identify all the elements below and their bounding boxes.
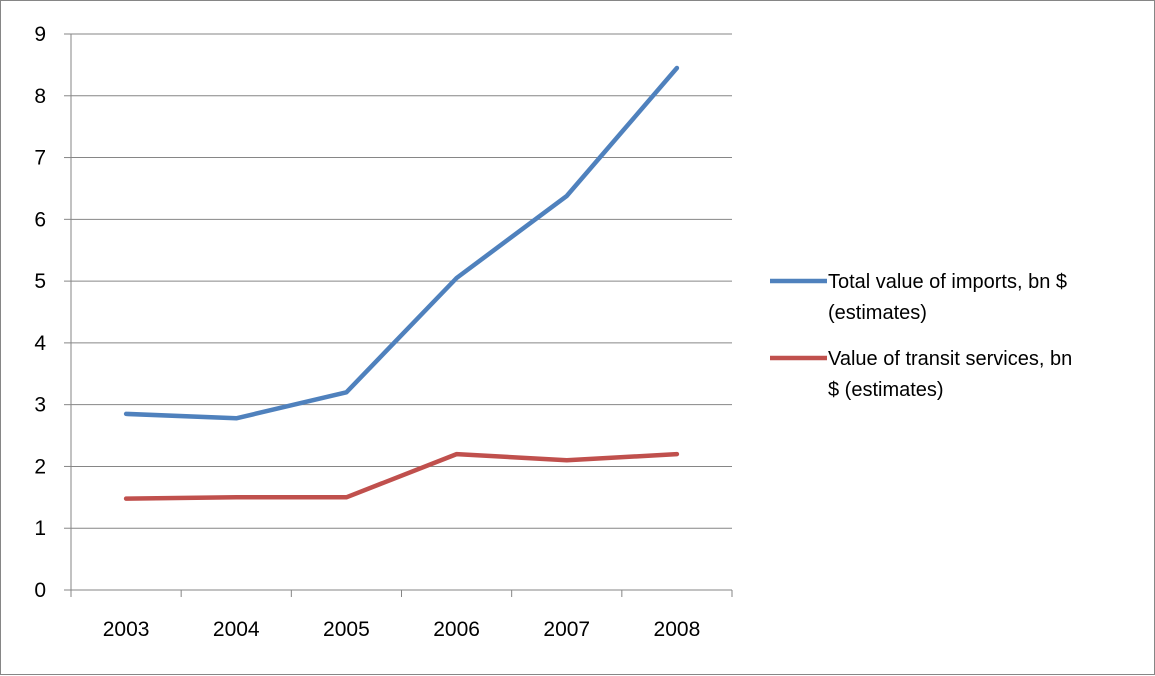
x-axis-tick-labels: 2003 2004 2005 2006 2007 2008 [103,618,701,641]
legend-label-1: (estimates) [828,302,927,324]
x-tick-label-2004: 2004 [213,618,260,641]
series-line-2 [123,451,680,501]
legend-label-2: Value of transit services, bn [828,348,1072,370]
axes [64,33,733,597]
gridlines [71,33,732,529]
y-axis-tick-labels: 0 1 2 3 4 5 6 7 8 9 [34,23,46,602]
legend: Total value of imports, bn $ (estimates) V… [770,271,1072,401]
x-tick-label-2005: 2005 [323,618,370,641]
y-tick-label: 3 [34,394,46,417]
x-tick-label-2003: 2003 [103,618,150,641]
x-tick-label-2008: 2008 [654,618,701,641]
x-tick-label-2006: 2006 [433,618,480,641]
y-tick-label: 7 [34,147,46,170]
x-tick-label-2007: 2007 [543,618,590,641]
legend-label-1: Total value of imports, bn $ [828,271,1067,293]
y-tick-label: 4 [34,332,46,355]
y-tick-label: 0 [34,579,46,602]
y-tick-label: 9 [34,23,46,46]
y-tick-label: 2 [34,455,46,478]
y-tick-label: 1 [34,517,46,540]
y-tick-label: 8 [34,85,46,108]
series-lines [123,65,680,501]
y-tick-label: 5 [34,270,46,293]
series-line-1 [123,65,680,421]
legend-label-2: $ (estimates) [828,379,944,401]
y-tick-label: 6 [34,208,46,231]
